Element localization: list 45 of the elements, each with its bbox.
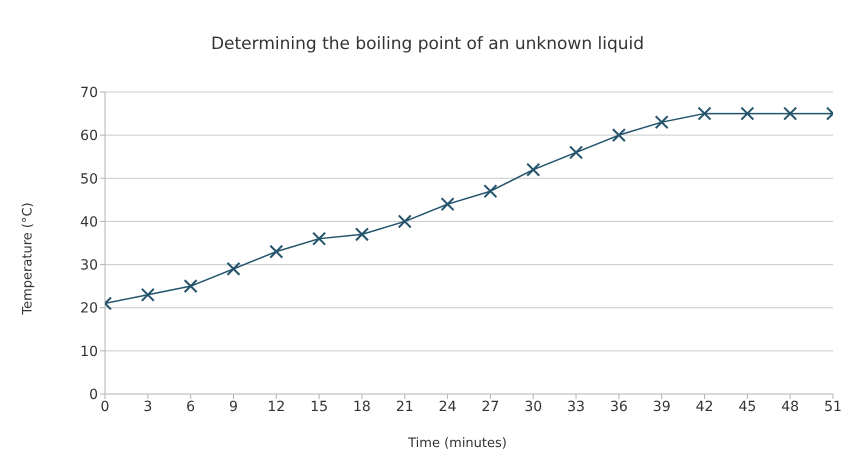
point bbox=[226, 262, 240, 276]
x-tick-label: 21 bbox=[396, 398, 414, 415]
point bbox=[483, 184, 498, 198]
x-tick-label: 42 bbox=[696, 398, 714, 415]
y-tick-label: 30 bbox=[80, 258, 98, 274]
x-tick-label: 0 bbox=[100, 398, 110, 415]
y-tick-label: 20 bbox=[80, 300, 98, 317]
y-tick-label: 10 bbox=[80, 344, 98, 360]
point bbox=[526, 162, 540, 177]
point bbox=[612, 128, 626, 142]
x-tick-label: 18 bbox=[353, 398, 371, 415]
x-tick-label: 30 bbox=[524, 398, 542, 415]
point bbox=[783, 106, 798, 121]
point bbox=[398, 214, 412, 228]
chart-title: Determining the boiling point of an unknown liquid bbox=[210, 34, 646, 54]
y-tick-label: 40 bbox=[80, 214, 98, 230]
point bbox=[184, 279, 198, 294]
point bbox=[698, 106, 712, 121]
point bbox=[440, 197, 455, 212]
x-axis-title: Time (minutes) bbox=[407, 436, 508, 451]
x-tick-label: 6 bbox=[186, 398, 196, 415]
point bbox=[654, 115, 669, 130]
x-tick-label: 33 bbox=[567, 398, 585, 415]
point bbox=[354, 227, 369, 242]
x-tick-label: 48 bbox=[781, 398, 800, 415]
x-tick-label: 12 bbox=[267, 398, 286, 415]
point bbox=[269, 244, 284, 259]
point bbox=[312, 232, 326, 246]
point bbox=[140, 288, 155, 302]
point bbox=[740, 106, 754, 121]
x-tick-label: 3 bbox=[143, 398, 152, 415]
x-tick-label: 51 bbox=[824, 398, 842, 415]
x-tick-label: 9 bbox=[229, 398, 238, 415]
y-tick-label: 70 bbox=[80, 84, 98, 101]
x-tick-label: 39 bbox=[652, 398, 671, 415]
y-tick-label: 60 bbox=[80, 128, 98, 144]
y-axis-title: Temperature (°C) bbox=[20, 202, 36, 314]
y-tick-label: 0 bbox=[89, 386, 98, 403]
y-tick-label: 50 bbox=[80, 171, 98, 188]
point bbox=[569, 145, 584, 160]
x-tick-label: 24 bbox=[438, 398, 457, 415]
x-tick-label: 27 bbox=[482, 398, 500, 415]
x-tick-label: 36 bbox=[610, 398, 628, 415]
x-tick-label: 45 bbox=[738, 398, 756, 415]
x-tick-label: 15 bbox=[310, 398, 328, 415]
